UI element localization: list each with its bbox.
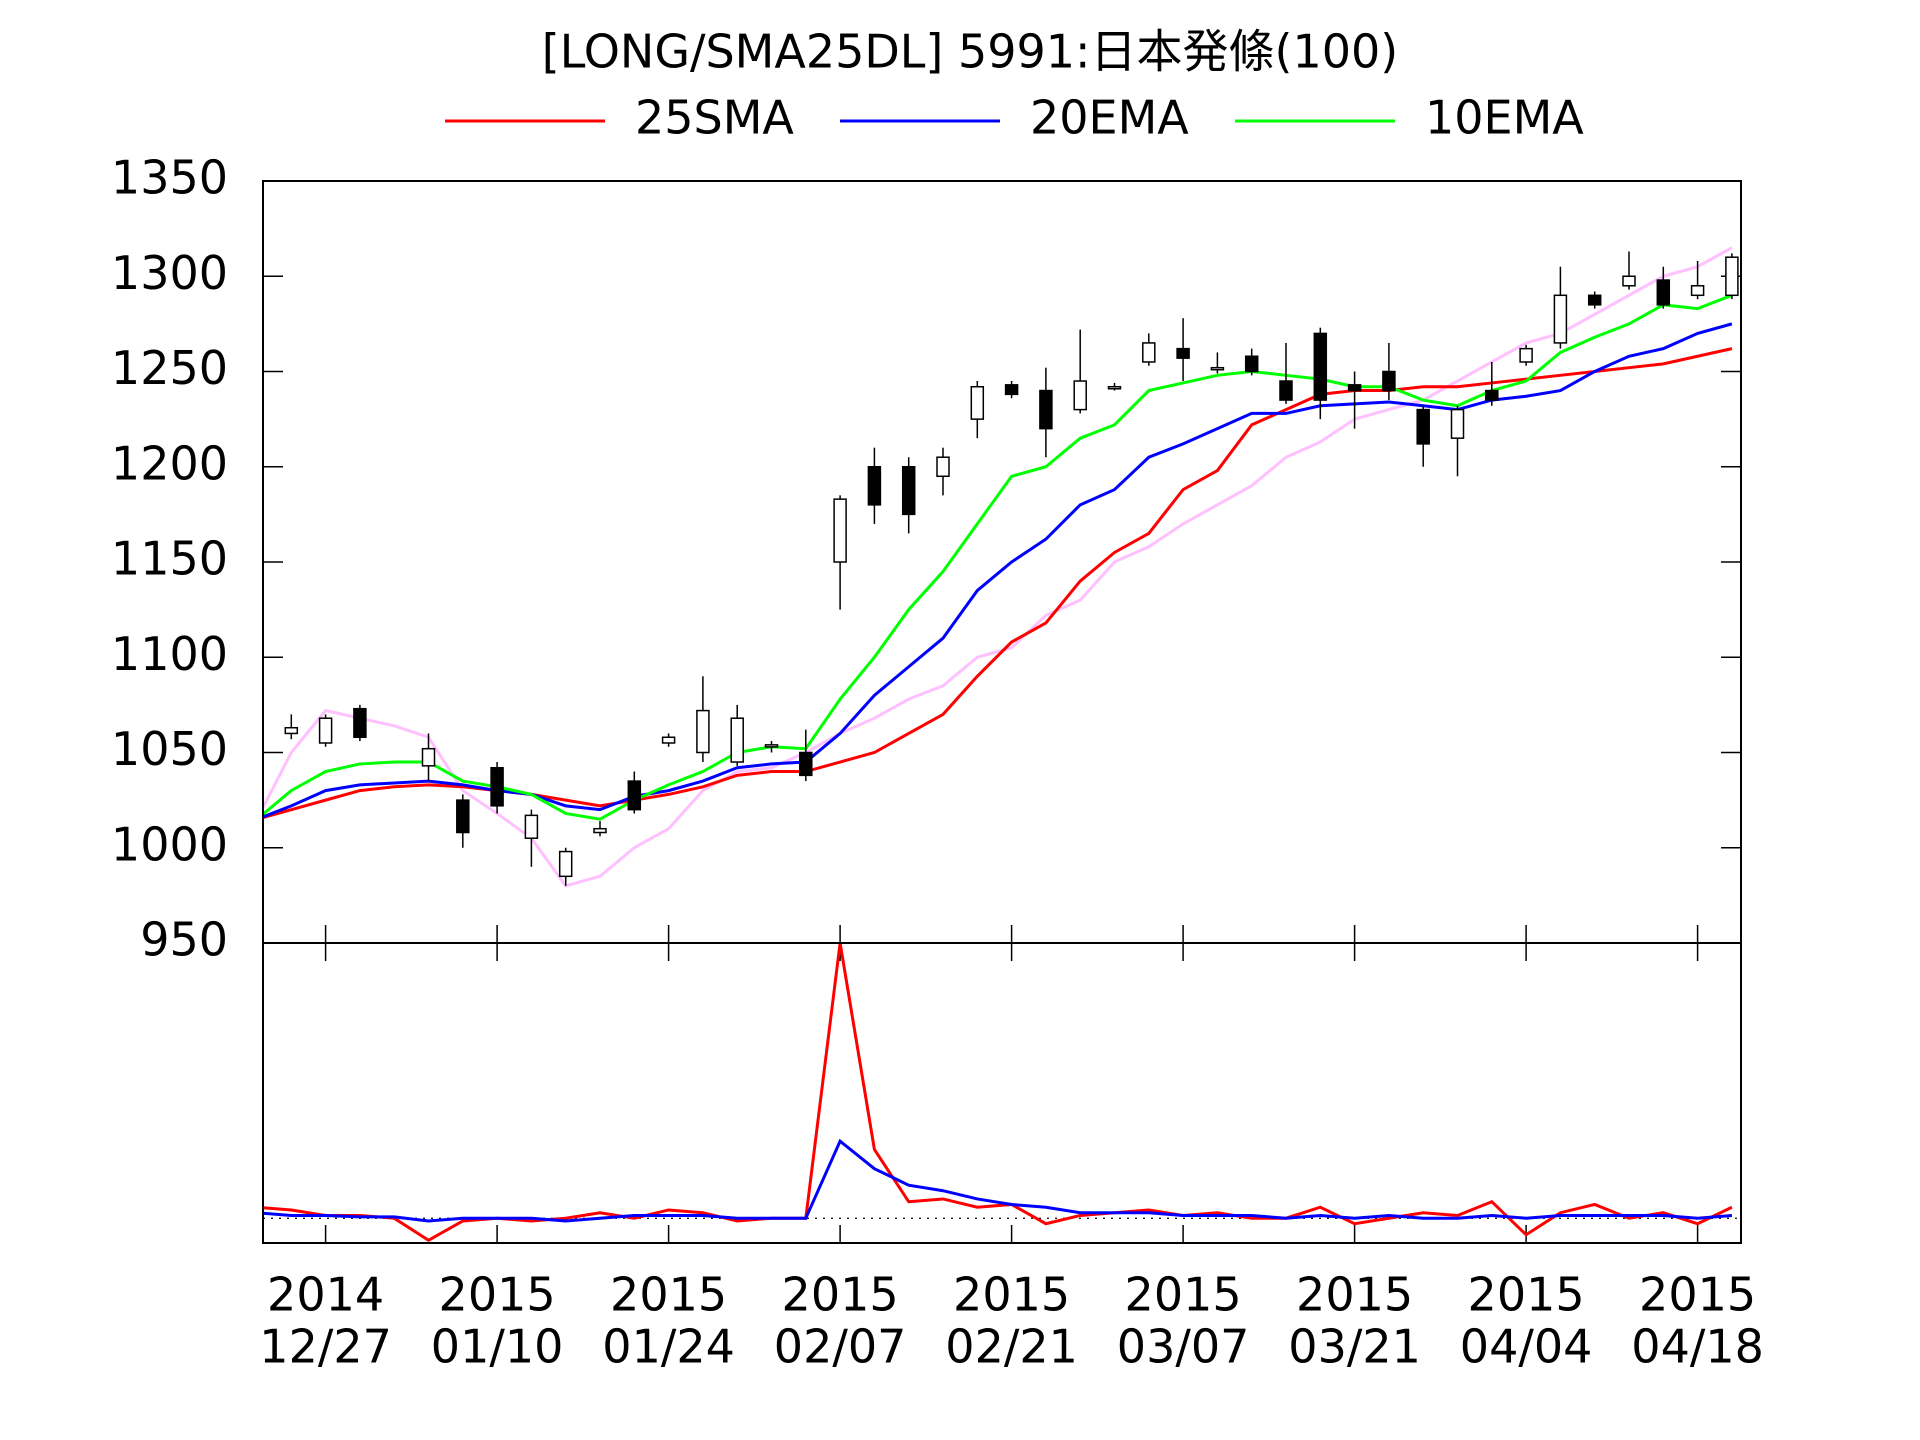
candle-body bbox=[1004, 384, 1019, 396]
y-tick-label: 950 bbox=[140, 913, 228, 967]
x-tick-year: 2015 bbox=[1639, 1268, 1756, 1322]
candle-body bbox=[353, 707, 367, 739]
x-tick-year: 2015 bbox=[1125, 1268, 1242, 1322]
x-tick-year: 2015 bbox=[610, 1268, 727, 1322]
candle-body bbox=[1107, 385, 1122, 390]
candle-body bbox=[627, 780, 642, 811]
candle-body bbox=[1690, 285, 1705, 297]
x-tick-label: 04/18 bbox=[1631, 1320, 1764, 1374]
line-series bbox=[263, 246, 1733, 888]
legend-label: 20EMA bbox=[1030, 91, 1189, 145]
candle-body bbox=[1279, 380, 1293, 401]
price-frame bbox=[262, 180, 1742, 944]
x-tick-year: 2015 bbox=[1468, 1268, 1585, 1322]
x-tick-label: 03/07 bbox=[1117, 1320, 1250, 1374]
candle-body bbox=[1382, 370, 1396, 392]
candle-body bbox=[558, 850, 573, 878]
y-tick-label: 1350 bbox=[111, 151, 228, 205]
candle-body bbox=[284, 726, 299, 735]
candle-body bbox=[1725, 256, 1739, 297]
y-tick-label: 1100 bbox=[111, 627, 228, 681]
candle-body bbox=[421, 747, 436, 767]
candle-body bbox=[1519, 347, 1533, 363]
candle-body bbox=[833, 498, 847, 563]
legend-label: 25SMA bbox=[635, 91, 794, 145]
candle-body bbox=[799, 751, 813, 777]
x-tick-label: 01/10 bbox=[431, 1320, 564, 1374]
candle-body bbox=[318, 717, 333, 744]
candle-body bbox=[593, 827, 607, 834]
candle-body bbox=[1485, 389, 1499, 401]
line-series bbox=[263, 322, 1733, 819]
candle-body bbox=[1553, 294, 1568, 344]
candle-body bbox=[970, 385, 985, 420]
line-series bbox=[263, 293, 1733, 821]
x-tick-year: 2015 bbox=[439, 1268, 556, 1322]
indicator-line bbox=[263, 1138, 1733, 1223]
indicator-line bbox=[263, 942, 1733, 1242]
candle-body bbox=[490, 766, 504, 807]
candle-body bbox=[764, 744, 779, 748]
x-tick-year: 2015 bbox=[782, 1268, 899, 1322]
candle-body bbox=[1244, 355, 1259, 373]
x-tick-label: 04/04 bbox=[1460, 1320, 1593, 1374]
series-layer bbox=[263, 246, 1741, 1242]
x-tick-year: 2015 bbox=[953, 1268, 1070, 1322]
candle-body bbox=[1313, 332, 1328, 401]
candle-body bbox=[263, 751, 264, 763]
y-tick-label: 1050 bbox=[111, 722, 228, 776]
candle-body bbox=[1450, 408, 1465, 439]
y-tick-label: 1250 bbox=[111, 341, 228, 395]
chart-title: [LONG/SMA25DL] 5991:日本発條(100) bbox=[542, 25, 1398, 79]
candle-body bbox=[936, 456, 950, 478]
candle-body bbox=[867, 466, 882, 506]
x-tick-year: 2015 bbox=[1296, 1268, 1413, 1322]
x-tick-label: 02/21 bbox=[945, 1320, 1078, 1374]
y-tick-label: 1300 bbox=[111, 246, 228, 300]
candle-body bbox=[901, 466, 916, 516]
candle-body bbox=[1176, 347, 1190, 359]
candle-body bbox=[456, 799, 470, 834]
candle-body bbox=[1347, 384, 1362, 392]
candle-body bbox=[1039, 389, 1053, 430]
candle-body bbox=[730, 717, 744, 763]
legend: 25SMA 20EMA 10EMA bbox=[445, 91, 1584, 145]
x-tick-label: 01/24 bbox=[602, 1320, 735, 1374]
candle-body bbox=[1587, 294, 1602, 306]
line-series bbox=[263, 347, 1733, 820]
candle-body bbox=[1210, 366, 1225, 371]
candle-body bbox=[1622, 275, 1636, 287]
x-tick-label: 03/21 bbox=[1288, 1320, 1421, 1374]
y-tick-label: 1200 bbox=[111, 436, 228, 490]
candle-body bbox=[524, 814, 539, 839]
x-tick-year: 2014 bbox=[267, 1268, 384, 1322]
candle-body bbox=[1416, 408, 1430, 445]
x-tick-label: 12/27 bbox=[259, 1320, 392, 1374]
candle-body bbox=[1073, 380, 1087, 411]
candle-body bbox=[1656, 279, 1671, 306]
candle-body bbox=[1142, 342, 1156, 363]
legend-label: 10EMA bbox=[1425, 91, 1584, 145]
y-tick-label: 1150 bbox=[111, 532, 228, 586]
candle-body bbox=[696, 709, 710, 754]
indicator-frame bbox=[262, 942, 1742, 1244]
y-tick-label: 1000 bbox=[111, 817, 228, 871]
x-tick-label: 02/07 bbox=[774, 1320, 907, 1374]
candle-body bbox=[661, 736, 676, 744]
